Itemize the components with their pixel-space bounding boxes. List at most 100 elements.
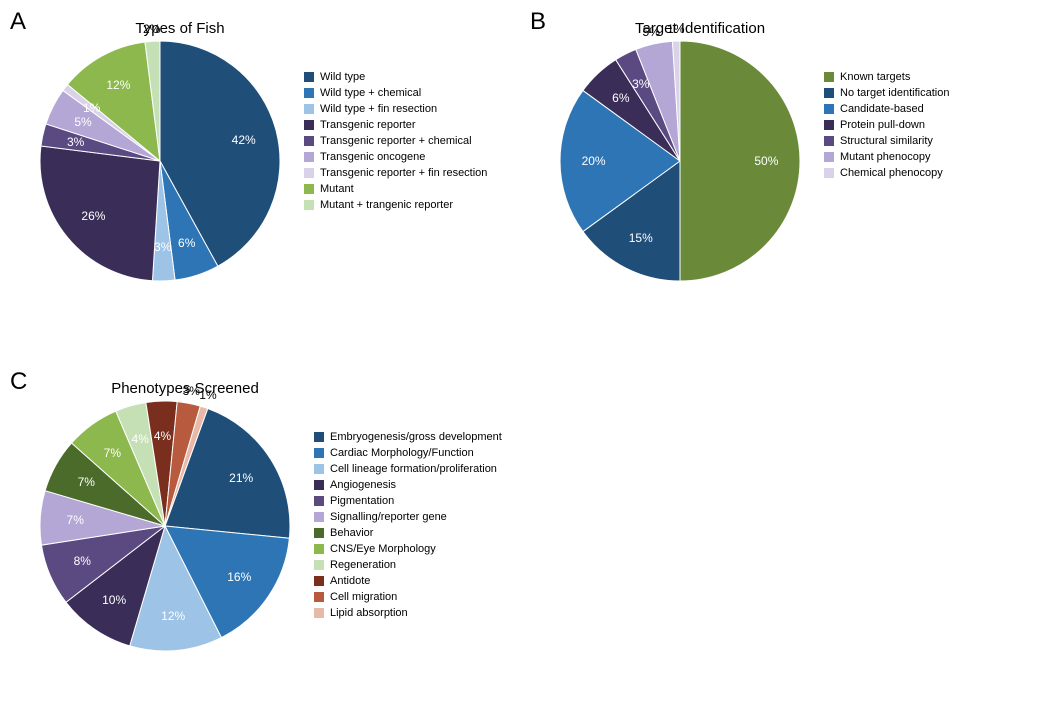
pie-chart-b: 50%15%20%6%3%5%1% bbox=[560, 41, 800, 286]
legend-swatch bbox=[314, 528, 324, 538]
legend-item: Known targets bbox=[824, 71, 949, 83]
legend-item: Chemical phenocopy bbox=[824, 167, 949, 179]
legend-label: Angiogenesis bbox=[330, 479, 396, 491]
legend-swatch bbox=[304, 136, 314, 146]
legend-swatch bbox=[314, 608, 324, 618]
chart-title-a: Types of Fish bbox=[60, 20, 300, 37]
pie-chart-a: 42%6%3%26%3%5%1%12%2% bbox=[40, 41, 280, 286]
legend-label: Lipid absorption bbox=[330, 607, 408, 619]
legend-item: Structural similarity bbox=[824, 135, 949, 147]
legend-label: No target identification bbox=[840, 87, 949, 99]
legend-label: Transgenic oncogene bbox=[320, 151, 425, 163]
legend-item: Behavior bbox=[314, 527, 502, 539]
legend-label: Mutant + trangenic reporter bbox=[320, 199, 453, 211]
legend-label: Transgenic reporter bbox=[320, 119, 416, 131]
pie-slice bbox=[40, 146, 160, 281]
legend-item: Wild type bbox=[304, 71, 487, 83]
legend-item: No target identification bbox=[824, 87, 949, 99]
pie-chart-c: 21%16%12%10%8%7%7%7%4%4%3%1% bbox=[40, 401, 290, 656]
legend-item: Transgenic reporter + chemical bbox=[304, 135, 487, 147]
legend-swatch bbox=[314, 432, 324, 442]
panel-label-c: C bbox=[10, 368, 27, 396]
legend-label: Pigmentation bbox=[330, 495, 394, 507]
pie-svg bbox=[40, 401, 290, 651]
pie-svg bbox=[560, 41, 800, 281]
legend-item: Mutant phenocopy bbox=[824, 151, 949, 163]
legend-item: Regeneration bbox=[314, 559, 502, 571]
legend-label: Cell lineage formation/proliferation bbox=[330, 463, 497, 475]
pie-slice bbox=[680, 41, 800, 281]
legend-swatch bbox=[314, 448, 324, 458]
panel-label-a: A bbox=[10, 8, 26, 36]
legend-item: Mutant + trangenic reporter bbox=[304, 199, 487, 211]
legend-item: Transgenic reporter + fin resection bbox=[304, 167, 487, 179]
legend-item: Antidote bbox=[314, 575, 502, 587]
legend-item: Lipid absorption bbox=[314, 607, 502, 619]
legend-swatch bbox=[304, 88, 314, 98]
legend-item: Transgenic oncogene bbox=[304, 151, 487, 163]
legend-label: Mutant bbox=[320, 183, 354, 195]
legend-item: Signalling/reporter gene bbox=[314, 511, 502, 523]
chart-row: 50%15%20%6%3%5%1% Known targets No target … bbox=[560, 41, 949, 286]
legend-swatch bbox=[824, 152, 834, 162]
legend-label: Wild type bbox=[320, 71, 365, 83]
legend-swatch bbox=[314, 544, 324, 554]
legend-item: Transgenic reporter bbox=[304, 119, 487, 131]
legend-item: Wild type + fin resection bbox=[304, 103, 487, 115]
legend-swatch bbox=[304, 152, 314, 162]
legend-label: Structural similarity bbox=[840, 135, 933, 147]
legend-label: Transgenic reporter + chemical bbox=[320, 135, 472, 147]
chart-title-c: Phenotypes Screened bbox=[60, 380, 310, 397]
legend-label: Known targets bbox=[840, 71, 910, 83]
legend-swatch bbox=[314, 576, 324, 586]
legend-a: Wild type Wild type + chemical Wild type +… bbox=[304, 71, 487, 211]
legend-label: Cardiac Morphology/Function bbox=[330, 447, 474, 459]
legend-item: Mutant bbox=[304, 183, 487, 195]
legend-item: Candidate-based bbox=[824, 103, 949, 115]
legend-item: Protein pull-down bbox=[824, 119, 949, 131]
panel-a: ATypes of Fish42%6%3%26%3%5%1%12%2%Wild … bbox=[40, 20, 487, 286]
legend-swatch bbox=[824, 136, 834, 146]
legend-b: Known targets No target identification Can… bbox=[824, 71, 949, 179]
legend-item: Wild type + chemical bbox=[304, 87, 487, 99]
legend-item: Cell migration bbox=[314, 591, 502, 603]
legend-swatch bbox=[824, 120, 834, 130]
legend-swatch bbox=[304, 200, 314, 210]
legend-item: Embryogenesis/gross development bbox=[314, 431, 502, 443]
legend-label: Antidote bbox=[330, 575, 370, 587]
legend-swatch bbox=[314, 512, 324, 522]
legend-swatch bbox=[314, 480, 324, 490]
panel-b: BTarget Identification50%15%20%6%3%5%1%K… bbox=[560, 20, 949, 286]
legend-item: Cardiac Morphology/Function bbox=[314, 447, 502, 459]
panel-label-b: B bbox=[530, 8, 546, 36]
legend-swatch bbox=[304, 120, 314, 130]
legend-item: CNS/Eye Morphology bbox=[314, 543, 502, 555]
legend-label: Signalling/reporter gene bbox=[330, 511, 447, 523]
legend-label: Regeneration bbox=[330, 559, 396, 571]
legend-label: Mutant phenocopy bbox=[840, 151, 931, 163]
legend-label: Transgenic reporter + fin resection bbox=[320, 167, 487, 179]
chart-title-b: Target Identification bbox=[580, 20, 820, 37]
legend-swatch bbox=[314, 464, 324, 474]
legend-label: CNS/Eye Morphology bbox=[330, 543, 436, 555]
legend-item: Cell lineage formation/proliferation bbox=[314, 463, 502, 475]
legend-label: Embryogenesis/gross development bbox=[330, 431, 502, 443]
legend-swatch bbox=[304, 104, 314, 114]
legend-swatch bbox=[314, 560, 324, 570]
legend-swatch bbox=[824, 88, 834, 98]
chart-row: 21%16%12%10%8%7%7%7%4%4%3%1% Embryogenesi… bbox=[40, 401, 502, 656]
legend-swatch bbox=[314, 496, 324, 506]
legend-swatch bbox=[304, 72, 314, 82]
legend-swatch bbox=[304, 168, 314, 178]
legend-swatch bbox=[824, 72, 834, 82]
legend-label: Chemical phenocopy bbox=[840, 167, 943, 179]
chart-row: 42%6%3%26%3%5%1%12%2%Wild typeWild type … bbox=[40, 41, 487, 286]
legend-item: Pigmentation bbox=[314, 495, 502, 507]
legend-swatch bbox=[824, 104, 834, 114]
legend-label: Wild type + chemical bbox=[320, 87, 421, 99]
legend-label: Cell migration bbox=[330, 591, 397, 603]
legend-label: Wild type + fin resection bbox=[320, 103, 437, 115]
legend-swatch bbox=[314, 592, 324, 602]
pie-svg bbox=[40, 41, 280, 281]
legend-swatch bbox=[824, 168, 834, 178]
